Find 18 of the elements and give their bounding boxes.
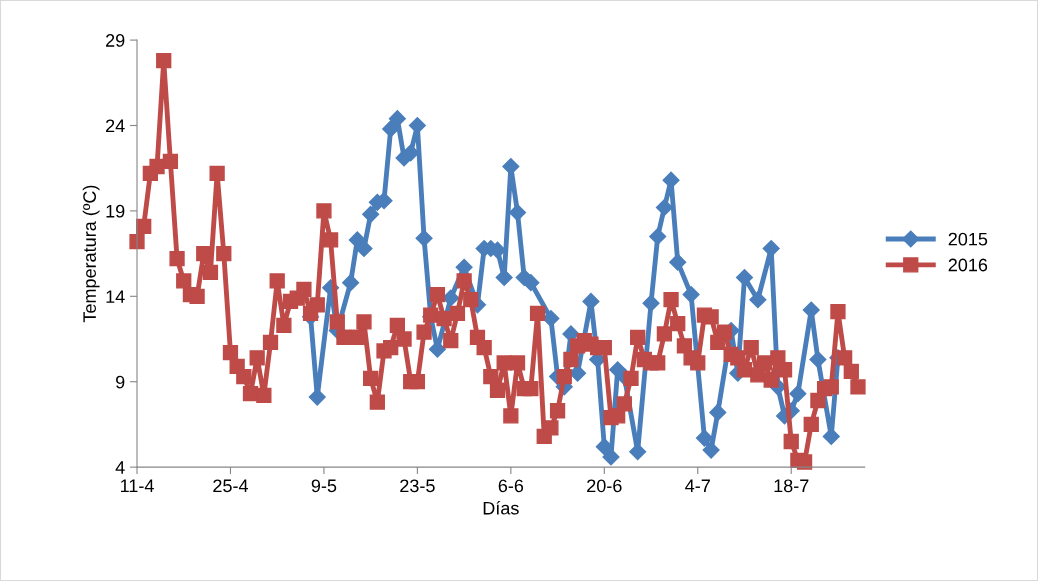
x-axis-title: Días [483,501,519,515]
x-tick-label: 18-7 [774,479,809,493]
y-tick-label: 29 [106,34,125,47]
y-tick-label: 9 [116,375,125,389]
x-tick-label: 11-4 [120,479,154,493]
x-tick-label: 25-4 [213,479,249,493]
legend-label: 2015 [948,232,988,246]
x-tick-label: 23-5 [400,479,435,493]
y-tick-label: 4 [115,461,125,474]
y-tick-label: 24 [106,119,125,133]
legend-label: 2016 [948,258,988,272]
x-tick-label: 9-5 [311,479,337,493]
y-tick-label: 19 [106,204,125,218]
y-tick-label: 14 [106,290,125,303]
x-tick-label: 4-7 [685,479,710,493]
x-tick-label: 6-6 [498,479,524,493]
y-axis-title: Temperatura (ºC) [82,185,100,323]
x-tick-label: 20-6 [587,479,622,493]
